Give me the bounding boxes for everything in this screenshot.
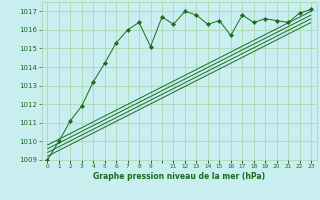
X-axis label: Graphe pression niveau de la mer (hPa): Graphe pression niveau de la mer (hPa) (93, 172, 265, 181)
